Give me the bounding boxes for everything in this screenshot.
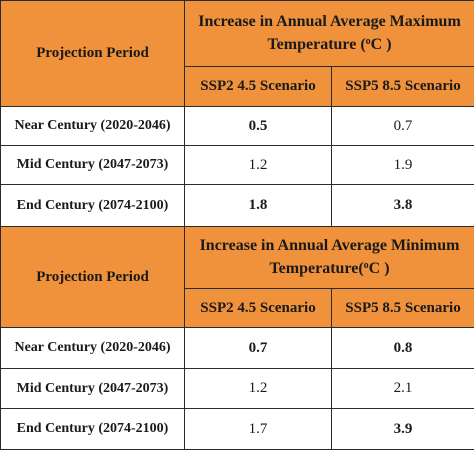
ssp5-value: 3.8 (330, 184, 474, 227)
ssp5-value: 1.9 (330, 145, 474, 185)
period-label: Near Century (2020-2046) (0, 106, 185, 146)
projection-period-header: Projection Period (0, 226, 185, 328)
min-temp-unit-suffix: C ) (368, 260, 390, 277)
ssp2-value: 1.2 (184, 368, 332, 409)
period-label: Mid Century (2047-2073) (0, 368, 185, 409)
max-temp-unit-degree: o (365, 36, 371, 47)
table-row: Near Century (2020-2046) 0.5 0.7 (0, 106, 474, 146)
table-row: End Century (2074-2100) 1.7 3.9 (0, 408, 474, 450)
table-row: End Century (2074-2100) 1.8 3.8 (0, 184, 474, 227)
ssp5-value: 3.9 (330, 408, 474, 450)
min-temp-title-cell: Increase in Annual Average Minimum Tempe… (183, 226, 474, 289)
period-label: End Century (2074-2100) (0, 184, 185, 227)
ssp2-scenario-header: SSP2 4.5 Scenario (184, 66, 332, 107)
min-temp-unit-prefix: Temperature( (269, 260, 364, 277)
max-temp-title: Increase in Annual Average Maximum (198, 13, 461, 30)
ssp2-value: 1.7 (184, 408, 332, 450)
ssp2-value: 0.5 (184, 106, 332, 146)
ssp2-scenario-header: SSP2 4.5 Scenario (184, 288, 332, 328)
period-label: End Century (2074-2100) (0, 408, 185, 450)
ssp2-value: 1.8 (184, 184, 332, 227)
ssp5-value: 0.8 (330, 327, 474, 369)
table-row: Mid Century (2047-2073) 1.2 2.1 (0, 368, 474, 409)
min-temp-unit-degree: o (363, 260, 369, 271)
ssp5-scenario-header: SSP5 8.5 Scenario (330, 288, 474, 328)
max-temp-title-cell: Increase in Annual Average Maximum Tempe… (183, 0, 474, 67)
ssp5-value: 2.1 (330, 368, 474, 409)
min-temp-title: Increase in Annual Average Minimum (199, 237, 460, 254)
ssp5-value: 0.7 (330, 106, 474, 146)
projection-period-header: Projection Period (0, 0, 185, 107)
ssp5-scenario-header: SSP5 8.5 Scenario (330, 66, 474, 107)
period-label: Near Century (2020-2046) (0, 327, 185, 369)
ssp2-value: 1.2 (184, 145, 332, 185)
table-row: Near Century (2020-2046) 0.7 0.8 (0, 327, 474, 369)
max-temp-unit-prefix: Temperature ( (267, 36, 366, 53)
period-label: Mid Century (2047-2073) (0, 145, 185, 185)
ssp2-value: 0.7 (184, 327, 332, 369)
max-temp-unit-suffix: C ) (370, 36, 392, 53)
table-row: Mid Century (2047-2073) 1.2 1.9 (0, 145, 474, 185)
